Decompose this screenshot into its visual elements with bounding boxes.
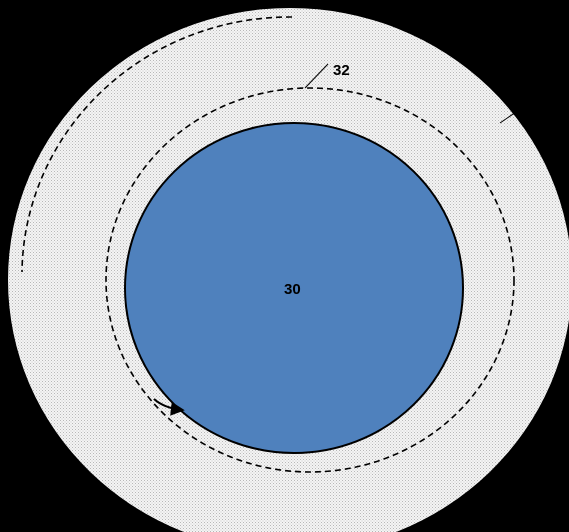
dashed-boundary-32 <box>105 87 515 473</box>
leader-line-32 <box>304 63 329 89</box>
inner-disk-30 <box>124 122 464 454</box>
label-30: 30 <box>284 281 301 298</box>
label-32: 32 <box>333 62 350 79</box>
rotation-arrow <box>153 398 185 416</box>
outer-dashed-arc <box>21 16 293 273</box>
leader-line-right <box>499 111 517 124</box>
